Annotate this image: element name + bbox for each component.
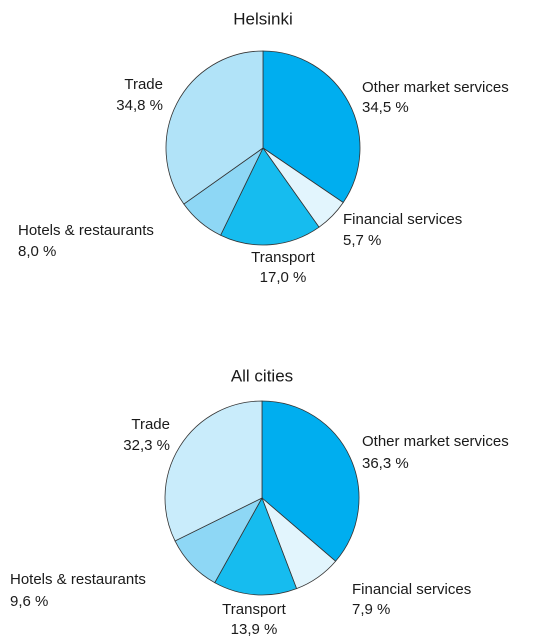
value-label: 5,7 % [343, 232, 381, 249]
slice-label: Hotels & restaurants [10, 571, 146, 588]
value-label: 34,5 % [362, 99, 409, 116]
value-label: 17,0 % [260, 269, 307, 286]
pie-slice [214, 497, 298, 596]
pie-slice [164, 400, 263, 542]
value-label: 13,9 % [231, 621, 278, 638]
slice-label: Financial services [352, 581, 471, 598]
pie-slice [165, 50, 264, 205]
pie-slice [261, 400, 360, 562]
value-label: 32,3 % [123, 437, 170, 454]
slice-label: Other market services [362, 433, 509, 450]
pie-slice [220, 147, 320, 246]
value-label: 8,0 % [18, 243, 56, 260]
value-label: 9,6 % [10, 593, 48, 610]
slice-label: Transport [251, 249, 315, 266]
pie-slice [262, 50, 361, 204]
chart-title: All cities [231, 366, 293, 385]
slice-label: Other market services [362, 79, 509, 96]
slice-label: Financial services [343, 211, 462, 228]
slice-label: Transport [222, 601, 286, 618]
value-label: 34,8 % [116, 97, 163, 114]
slice-label: Hotels & restaurants [18, 222, 154, 239]
value-label: 36,3 % [362, 455, 409, 472]
slice-label: Trade [131, 416, 170, 433]
value-label: 7,9 % [352, 601, 390, 618]
slice-label: Trade [124, 76, 163, 93]
chart-title: Helsinki [233, 9, 293, 28]
